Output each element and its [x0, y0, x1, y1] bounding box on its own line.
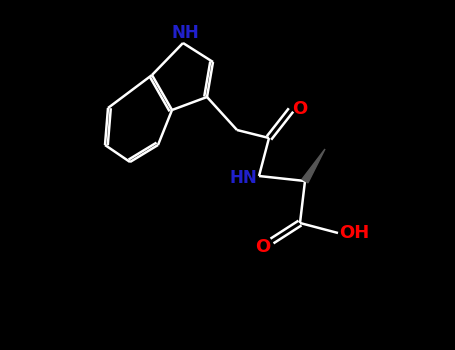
- Text: O: O: [255, 238, 271, 256]
- Text: HN: HN: [229, 169, 257, 187]
- Text: NH: NH: [171, 24, 199, 42]
- Text: O: O: [293, 100, 308, 118]
- Polygon shape: [302, 149, 325, 183]
- Text: OH: OH: [339, 224, 369, 242]
